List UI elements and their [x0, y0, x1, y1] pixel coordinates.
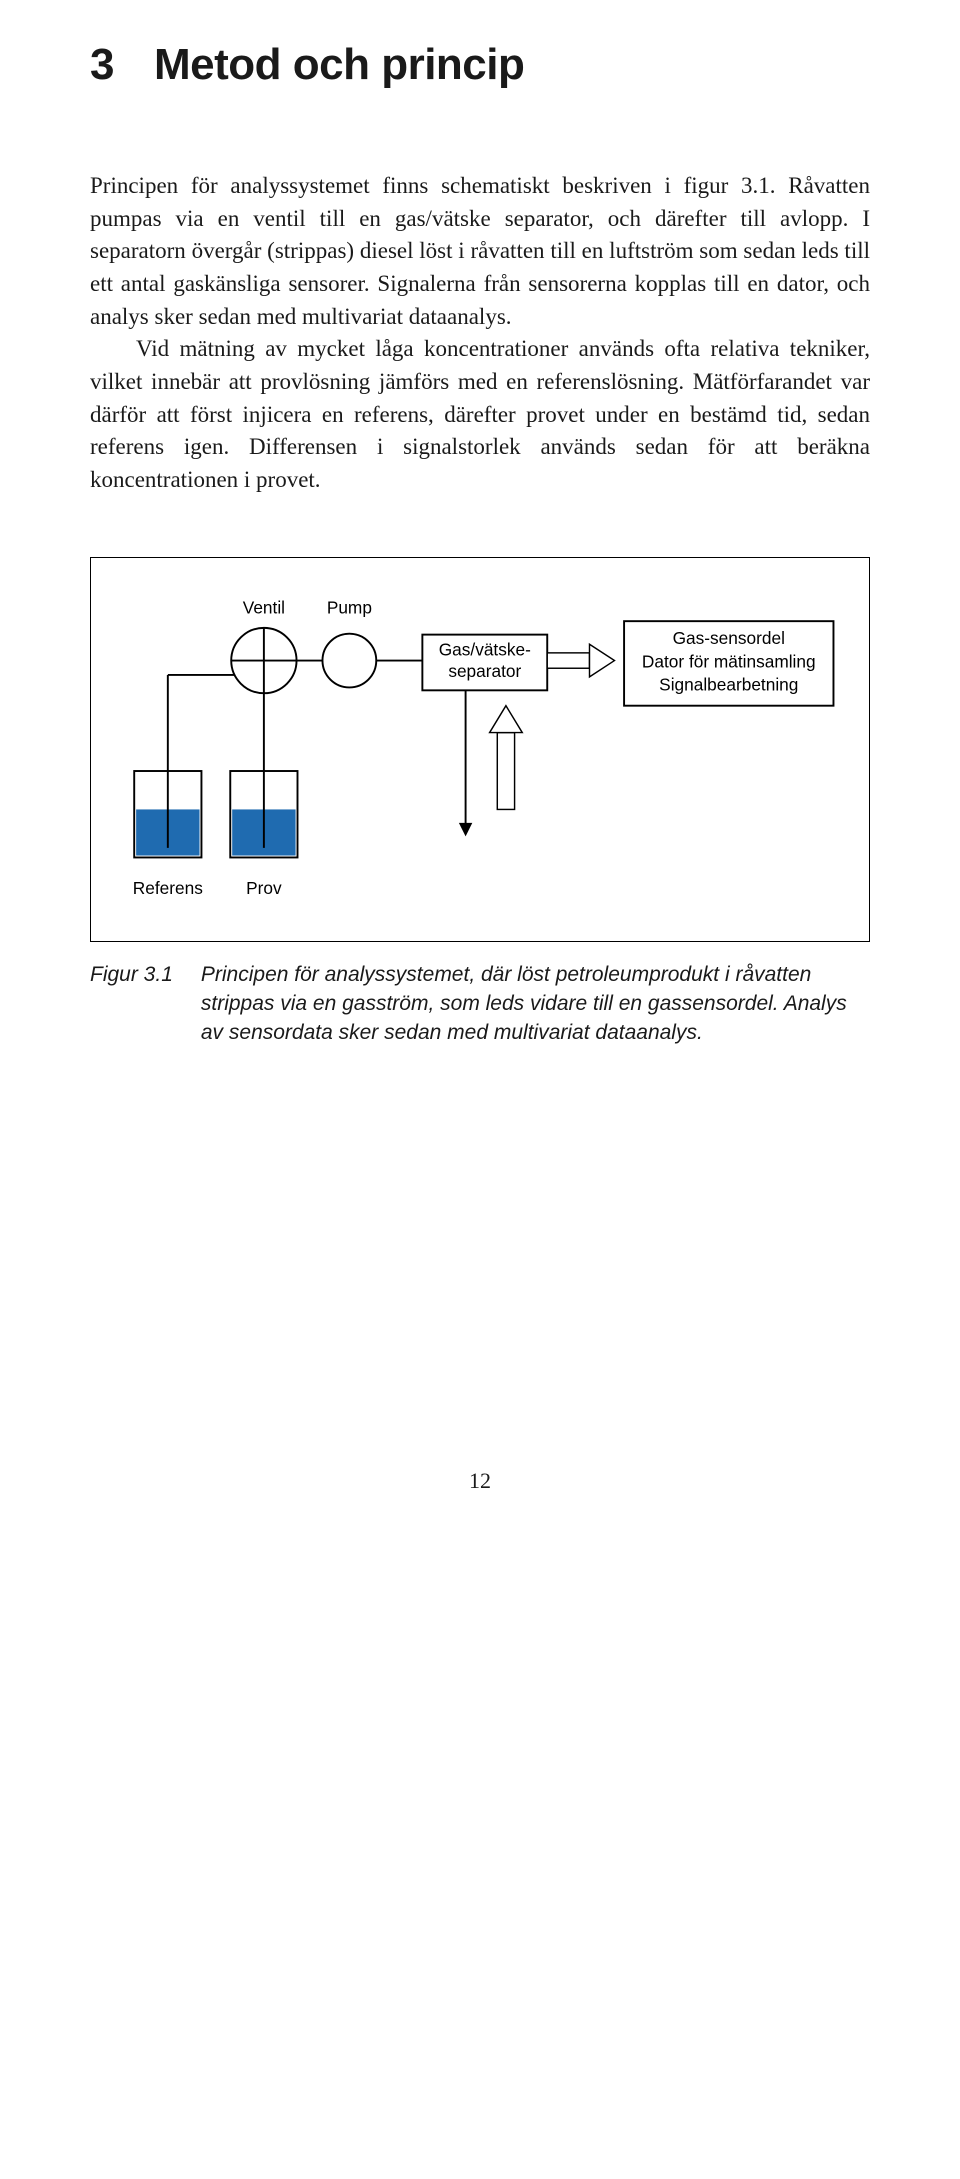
ventil-label: Ventil — [243, 597, 285, 617]
arrow-sep-to-sensor-icon — [547, 644, 614, 677]
separator-label-2: separator — [448, 660, 521, 680]
chapter-title: Metod och princip — [154, 40, 524, 90]
separator-label-1: Gas/vätske- — [439, 639, 531, 659]
sensor-label-1: Gas-sensordel — [673, 628, 785, 648]
chapter-number: 3 — [90, 40, 114, 90]
sensor-label-2: Dator för mätinsamling — [642, 651, 816, 671]
figure-caption-label: Figur 3.1 — [90, 960, 173, 1048]
figure-caption: Figur 3.1 Principen för analyssystemet, … — [90, 960, 870, 1048]
pump-icon — [322, 633, 376, 687]
drain-arrowhead-icon — [459, 822, 472, 835]
sensor-label-3: Signalbearbetning — [659, 674, 798, 694]
pump-label: Pump — [327, 597, 372, 617]
body-paragraphs: Principen för analyssystemet finns schem… — [90, 170, 870, 497]
prov-label: Prov — [246, 878, 282, 898]
chapter-heading: 3 Metod och princip — [90, 40, 870, 90]
page-number: 12 — [90, 1468, 870, 1494]
paragraph-1: Principen för analyssystemet finns schem… — [90, 173, 870, 329]
figure-caption-text: Principen för analyssystemet, där löst p… — [201, 960, 870, 1048]
figure-frame: Ventil Pump Gas/vätske- separator Gas-se… — [90, 557, 870, 942]
paragraph-2: Vid mätning av mycket låga koncentration… — [90, 333, 870, 496]
schematic-diagram-svg: Ventil Pump Gas/vätske- separator Gas-se… — [115, 582, 845, 912]
referens-label: Referens — [133, 878, 203, 898]
ventil-icon — [231, 627, 296, 692]
air-in-arrow-icon — [490, 705, 523, 809]
figure-3-1: Ventil Pump Gas/vätske- separator Gas-se… — [90, 557, 870, 1048]
